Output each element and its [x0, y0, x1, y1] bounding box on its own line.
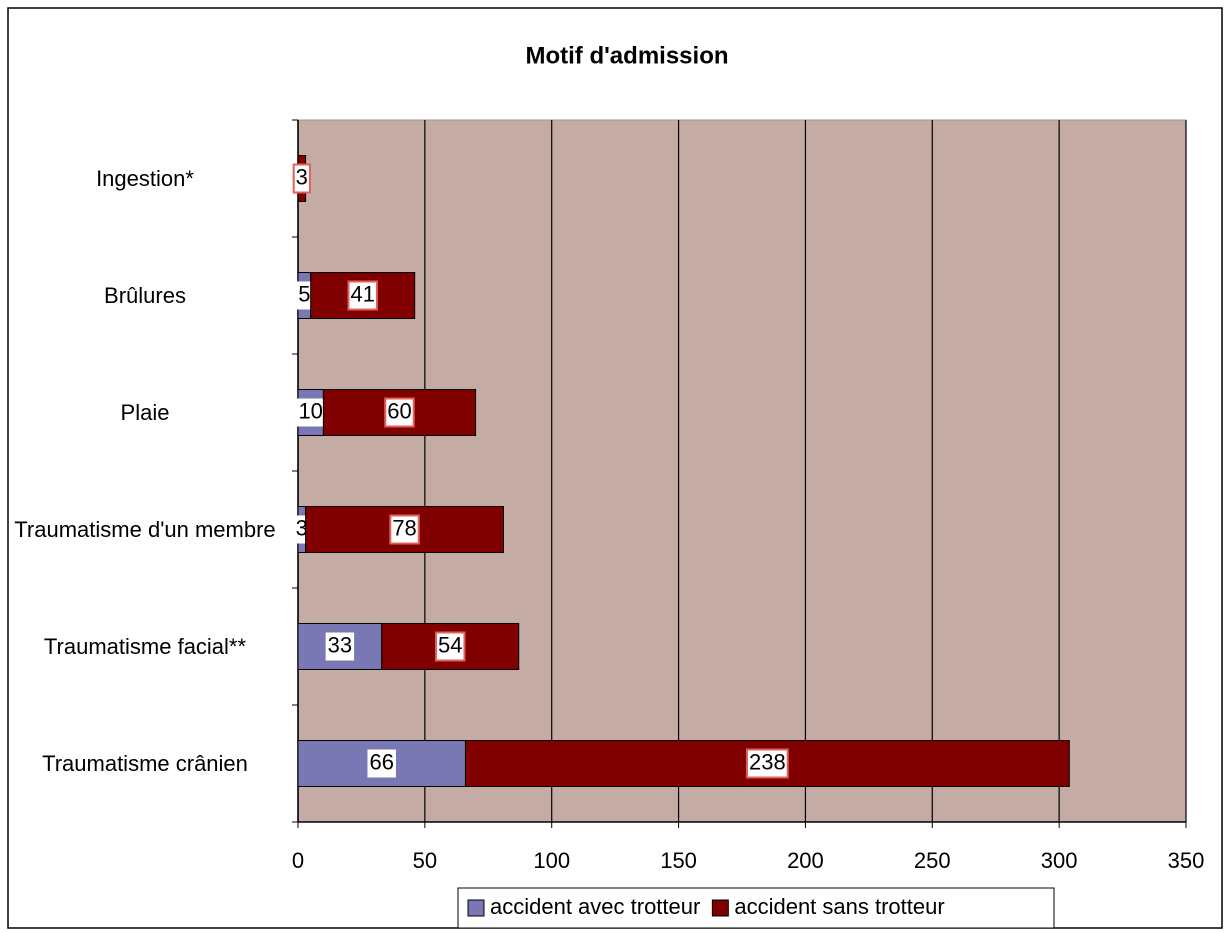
data-label-box: [384, 397, 415, 428]
x-tick-label: 150: [660, 848, 697, 873]
data-label: 66: [369, 749, 393, 774]
data-label-box: [292, 163, 311, 194]
legend-label: accident avec trotteur: [490, 894, 700, 919]
chart-title: Motif d'admission: [525, 42, 728, 69]
data-label: 60: [387, 398, 411, 423]
data-label: 10: [298, 398, 322, 423]
y-tick-label: Traumatisme d'un membre: [14, 516, 276, 542]
data-label: 54: [438, 632, 462, 657]
legend-swatch: [711, 899, 729, 917]
data-label: 5: [298, 281, 310, 306]
y-tick-label: Plaie: [120, 399, 170, 425]
data-label-box: [325, 632, 355, 661]
data-label: 3: [296, 164, 308, 189]
y-tick-label: Traumatisme facial**: [43, 633, 247, 659]
x-tick-label: 200: [787, 848, 824, 873]
data-label-box: [367, 749, 396, 778]
x-tick-label: 100: [533, 848, 570, 873]
y-tick-label: Ingestion*: [96, 165, 194, 191]
x-tick-label: 350: [1168, 848, 1205, 873]
legend-box: [457, 887, 1055, 929]
data-label-box: [347, 280, 378, 311]
data-label: 238: [749, 749, 786, 774]
data-label: 41: [350, 281, 374, 306]
plot-area: [297, 119, 1187, 823]
data-label: 33: [328, 632, 352, 657]
data-label: 78: [392, 515, 416, 540]
data-label-box: [389, 514, 420, 545]
x-tick-label: 250: [914, 848, 951, 873]
y-tick-label: Brûlures: [104, 282, 186, 308]
x-tick-label: 0: [292, 848, 304, 873]
legend-label: accident sans trotteur: [734, 894, 944, 919]
data-label-box: [296, 281, 313, 310]
x-tick-label: 50: [413, 848, 437, 873]
data-label-box: [434, 631, 466, 662]
x-tick-label: 300: [1041, 848, 1078, 873]
data-label-box: [296, 398, 325, 427]
legend-swatch: [467, 899, 485, 917]
data-label: 3: [296, 515, 308, 540]
y-tick-label: Traumatisme crânien: [42, 750, 248, 776]
data-label-box: [746, 748, 789, 779]
